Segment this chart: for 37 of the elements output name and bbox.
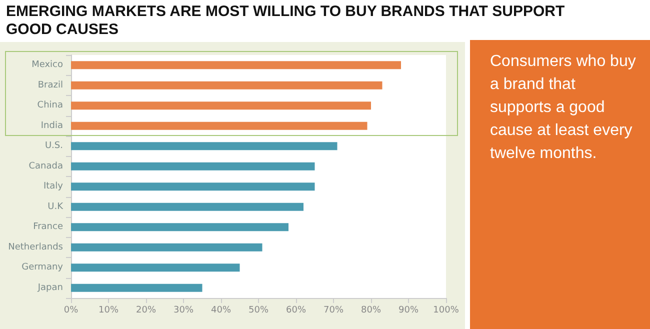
bar (71, 243, 262, 252)
bar (71, 102, 371, 110)
y-tick-label: Canada (28, 161, 63, 172)
bar (71, 142, 338, 150)
bar (71, 264, 240, 272)
y-tick-label: Netherlands (8, 242, 64, 252)
x-tick-label: 30% (173, 306, 194, 316)
x-tick-label: 40% (210, 306, 232, 316)
bar (71, 81, 382, 90)
x-tick-label: 20% (136, 306, 156, 316)
chart-title: EMERGING MARKETS ARE MOST WILLING TO BUY BRANDS THAT SUPPORT GOOD CAUSES (6, 3, 566, 39)
y-tick-label: U.S. (44, 141, 63, 152)
x-tick-label: 0% (64, 306, 79, 316)
y-tick-label: Germany (22, 262, 64, 273)
bar (71, 162, 315, 170)
y-tick-label: Japan (36, 282, 63, 293)
y-tick-label: France (33, 222, 64, 232)
bar (71, 182, 315, 191)
y-tick-label: Italy (43, 182, 64, 192)
bar (71, 202, 304, 211)
y-tick-label: India (40, 120, 63, 131)
x-tick-label: 80% (360, 306, 382, 316)
y-tick-label: Mexico (32, 60, 64, 70)
x-tick-label: 100% (433, 306, 460, 316)
y-tick-label: U.K (48, 202, 64, 212)
x-tick-label: 90% (398, 306, 419, 316)
x-tick-label: 50% (248, 306, 269, 316)
bar (71, 61, 401, 70)
x-tick-label: 60% (286, 306, 306, 316)
bar (71, 223, 288, 232)
y-tick-label: Brazil (38, 80, 63, 90)
x-tick-label: 70% (323, 306, 344, 316)
bar (71, 122, 368, 130)
bar (71, 284, 202, 292)
text: Consumers who buy a brand that supports a good cause at least every twelve months. (470, 40, 650, 329)
y-tick-label: China (37, 100, 63, 111)
x-tick-label: 10% (98, 306, 119, 316)
